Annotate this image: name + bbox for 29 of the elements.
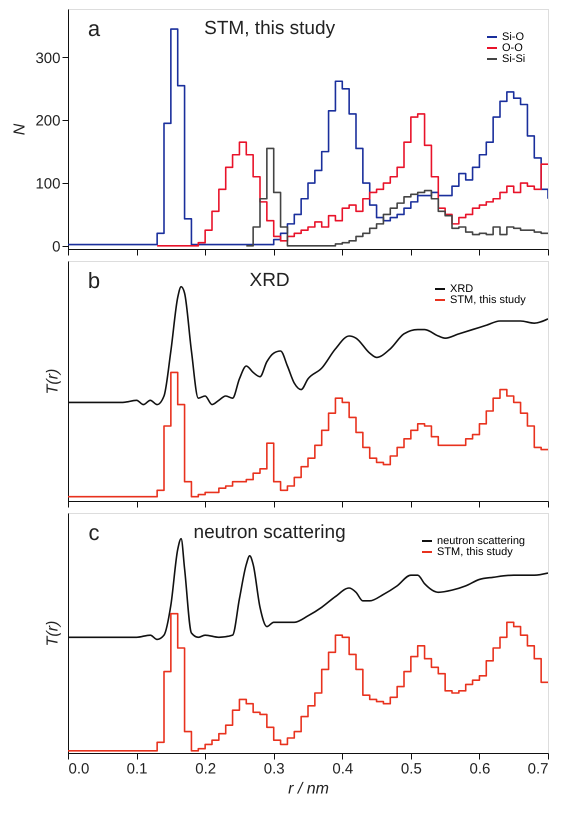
legend-label: Si-Si bbox=[502, 53, 526, 65]
x-tick-label: 0.4 bbox=[332, 760, 354, 778]
legend-label: Si-O bbox=[502, 31, 524, 43]
y-tick-label: 100 bbox=[35, 176, 60, 193]
legend-label: STM, this study bbox=[437, 546, 514, 558]
text: STM, this study bbox=[204, 18, 336, 39]
annotation: c bbox=[88, 520, 100, 545]
y-axis-title: T(r) bbox=[44, 368, 62, 394]
x-tick-label: 0.2 bbox=[195, 760, 216, 778]
y-tick-label: 0 bbox=[52, 238, 60, 256]
y-axis-title: T(r) bbox=[44, 620, 62, 646]
y-tick-label: 200 bbox=[35, 112, 60, 130]
legend-label: STM, this study bbox=[450, 294, 526, 306]
x-tick-label: 0.1 bbox=[126, 760, 148, 778]
y-axis-title: N bbox=[11, 123, 28, 136]
legend-label: XRD bbox=[450, 283, 474, 295]
legend-label: neutron scattering bbox=[437, 535, 526, 547]
legend-label: O-O bbox=[502, 42, 524, 54]
x-tick-label: 0.0 bbox=[68, 760, 90, 778]
x-tick-label: 0.3 bbox=[264, 760, 285, 778]
x-tick-label: 0.5 bbox=[400, 760, 422, 778]
chart-title: XRD bbox=[250, 270, 290, 291]
y-tick-label: 300 bbox=[35, 50, 60, 67]
chart-title: neutron scattering bbox=[194, 522, 346, 543]
annotation: a bbox=[88, 16, 101, 41]
x-tick-label: 0.6 bbox=[470, 760, 490, 778]
annotation: b bbox=[88, 268, 100, 293]
x-tick-label: 0.7 bbox=[528, 760, 548, 778]
x-axis-title: r / nm bbox=[288, 780, 329, 798]
